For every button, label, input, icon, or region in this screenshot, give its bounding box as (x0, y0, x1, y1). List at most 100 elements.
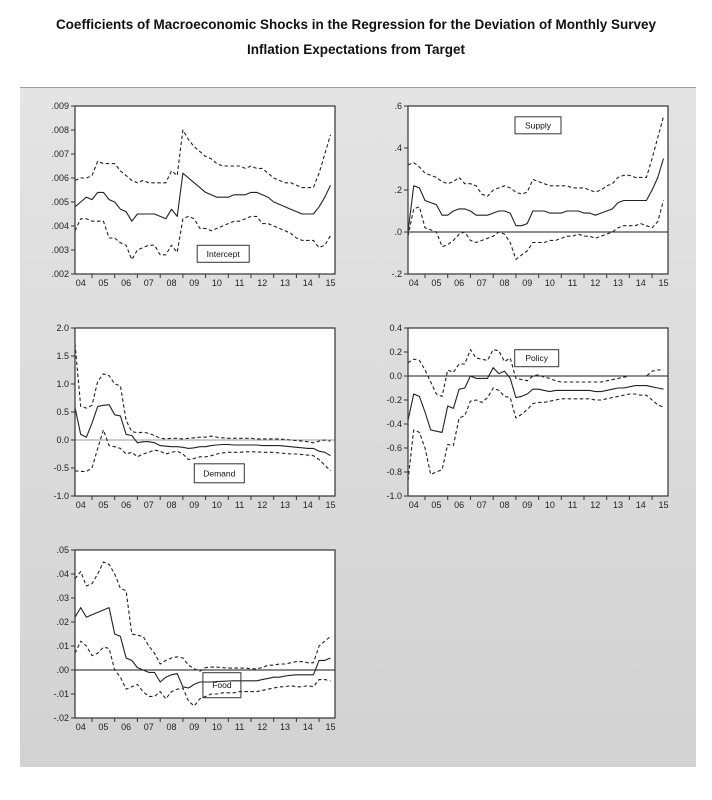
chart-cell-intercept: .009 .008 .007 .006 .005 .004 .003 .002 04 05 06 07… (25, 98, 358, 320)
svg-text:10: 10 (212, 722, 222, 732)
svg-text:15: 15 (325, 278, 335, 288)
figure-page: Coefficients of Macroeconomic Shocks in … (0, 12, 712, 767)
svg-text:08: 08 (166, 278, 176, 288)
svg-text:11: 11 (568, 278, 577, 288)
svg-text:06: 06 (121, 278, 131, 288)
svg-text:05: 05 (431, 278, 441, 288)
svg-text:-0.8: -0.8 (386, 467, 402, 477)
svg-text:-.01: -.01 (53, 689, 69, 699)
chart-cell-supply: .6 .4 .2 .0 -.2 04 05 06 07 08 09 10 11 12 13 14 15 Suppl… (358, 98, 691, 320)
svg-text:10: 10 (212, 500, 222, 510)
figure-title-line2: Inflation Expectations from Target (246, 42, 466, 57)
svg-text:09: 09 (189, 278, 199, 288)
svg-text:04: 04 (409, 500, 419, 510)
svg-text:15: 15 (325, 722, 335, 732)
svg-text:04: 04 (409, 278, 419, 288)
svg-text:.04: .04 (56, 569, 69, 579)
charts-panel: .009.008.007.006.005.004.003.002 04 05 06 07… (20, 87, 696, 767)
svg-text:11: 11 (235, 500, 244, 510)
svg-text:10: 10 (545, 278, 555, 288)
svg-text:13: 13 (280, 500, 290, 510)
svg-text:14: 14 (636, 500, 646, 510)
svg-text:06: 06 (454, 278, 464, 288)
svg-text:06: 06 (121, 722, 131, 732)
svg-text:2.0: 2.0 (56, 323, 69, 333)
svg-text:13: 13 (613, 500, 623, 510)
svg-text:09: 09 (189, 500, 199, 510)
svg-text:09: 09 (522, 500, 532, 510)
svg-text:11: 11 (568, 500, 577, 510)
svg-text:07: 07 (144, 722, 154, 732)
svg-text:07: 07 (144, 278, 154, 288)
svg-text:05: 05 (98, 500, 108, 510)
svg-text:11: 11 (235, 278, 244, 288)
chart-cell-food: .05 .04 .03 .02 .01 .00 -.01 -.02 04 05 06 07 08 09 10… (25, 542, 358, 764)
svg-text:11: 11 (235, 722, 244, 732)
svg-text:Supply: Supply (525, 120, 552, 130)
intercept-chart: .009 .008 .007 .006 .005 .004 .003 .002 04 05 06 07… (51, 101, 336, 288)
svg-text:.01: .01 (56, 641, 69, 651)
svg-text:06: 06 (454, 500, 464, 510)
svg-text:09: 09 (189, 722, 199, 732)
svg-text:08: 08 (166, 722, 176, 732)
svg-text:05: 05 (431, 500, 441, 510)
svg-text:12: 12 (590, 278, 600, 288)
figure-title: Coefficients of Macroeconomic Shocks in … (0, 12, 712, 62)
svg-text:08: 08 (499, 278, 509, 288)
policy-chart: 0.4 0.2 0.0 -0.2 -0.4 -0.6 -0.8 -1.0 04 05 06 07 08 0… (386, 323, 669, 510)
svg-text:06: 06 (121, 500, 131, 510)
svg-text:08: 08 (499, 500, 509, 510)
svg-text:04: 04 (76, 500, 86, 510)
svg-text:-0.5: -0.5 (53, 463, 69, 473)
svg-text:.009: .009 (51, 101, 69, 111)
svg-text:.03: .03 (56, 593, 69, 603)
svg-text:Food: Food (212, 680, 232, 690)
svg-text:-0.4: -0.4 (386, 419, 402, 429)
demand-chart: 2.0 1.5 1.0 0.5 0.0 -0.5 -1.0 04 05 06 07 08 09 10 11 1… (53, 323, 336, 510)
svg-text:12: 12 (257, 722, 267, 732)
svg-text:04: 04 (76, 722, 86, 732)
svg-text:.02: .02 (56, 617, 69, 627)
svg-text:.4: .4 (394, 143, 402, 153)
svg-text:12: 12 (590, 500, 600, 510)
svg-text:12: 12 (257, 500, 267, 510)
svg-text:14: 14 (303, 278, 313, 288)
food-chart: .05 .04 .03 .02 .01 .00 -.01 -.02 04 05 06 07 08 09 10… (53, 545, 336, 732)
svg-text:-1.0: -1.0 (53, 491, 69, 501)
svg-text:.0: .0 (394, 227, 402, 237)
svg-text:.008: .008 (51, 125, 69, 135)
svg-text:15: 15 (658, 278, 668, 288)
svg-text:-1.0: -1.0 (386, 491, 402, 501)
svg-text:1.5: 1.5 (56, 351, 69, 361)
svg-text:Policy: Policy (525, 353, 548, 363)
svg-text:13: 13 (280, 722, 290, 732)
svg-text:15: 15 (325, 500, 335, 510)
svg-text:12: 12 (257, 278, 267, 288)
svg-text:Demand: Demand (203, 468, 235, 478)
svg-text:10: 10 (545, 500, 555, 510)
svg-text:.005: .005 (51, 197, 69, 207)
svg-text:.006: .006 (51, 173, 69, 183)
svg-text:14: 14 (636, 278, 646, 288)
chart-cell-demand: 2.0 1.5 1.0 0.5 0.0 -0.5 -1.0 04 05 06 07 08 09 10 11 1… (25, 320, 358, 542)
svg-text:15: 15 (658, 500, 668, 510)
svg-text:14: 14 (303, 500, 313, 510)
svg-text:14: 14 (303, 722, 313, 732)
svg-text:05: 05 (98, 278, 108, 288)
svg-text:0.0: 0.0 (389, 371, 402, 381)
svg-text:.00: .00 (56, 665, 69, 675)
svg-text:0.4: 0.4 (389, 323, 402, 333)
svg-text:-0.6: -0.6 (386, 443, 402, 453)
svg-text:1.0: 1.0 (56, 379, 69, 389)
supply-chart: .6 .4 .2 .0 -.2 04 05 06 07 08 09 10 11 12 13 14 15 Suppl… (391, 101, 669, 288)
svg-text:13: 13 (280, 278, 290, 288)
svg-text:.6: .6 (394, 101, 402, 111)
svg-text:.2: .2 (394, 185, 402, 195)
svg-text:08: 08 (166, 500, 176, 510)
svg-text:05: 05 (98, 722, 108, 732)
svg-text:.002: .002 (51, 269, 69, 279)
svg-text:0.5: 0.5 (56, 407, 69, 417)
svg-text:.007: .007 (51, 149, 69, 159)
svg-text:0.2: 0.2 (389, 347, 402, 357)
svg-text:07: 07 (477, 278, 487, 288)
